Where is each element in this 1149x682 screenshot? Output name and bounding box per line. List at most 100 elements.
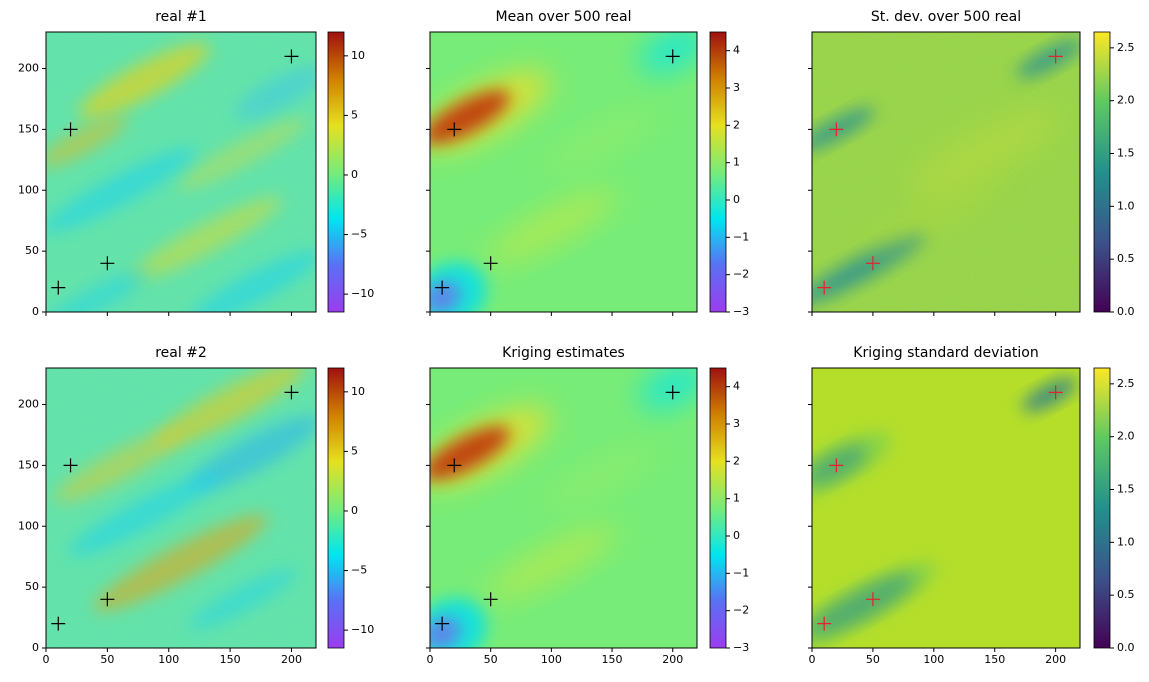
- colorbar-tick-label: 1.0: [1117, 535, 1135, 548]
- colorbar-tick-label: 10: [351, 49, 365, 62]
- data-point: [447, 458, 462, 473]
- field-noise: [46, 368, 316, 648]
- x-tick-label: 50: [484, 653, 498, 666]
- field-blob: [430, 90, 510, 144]
- colorbar-tick-label: 1: [733, 492, 740, 505]
- colorbar-tick-label: −10: [351, 623, 374, 636]
- field-blob: [545, 110, 654, 173]
- image-field: [430, 32, 697, 312]
- y-tick-label: 200: [18, 62, 39, 75]
- panel: Kriging estimates 0 50 100 150 200 −3 −2 −1 0 1 2 3 4: [426, 345, 749, 666]
- data-point: [1048, 385, 1063, 400]
- colorbar-tick-label: −1: [733, 566, 749, 579]
- x-tick-label: 0: [427, 653, 434, 666]
- colorbar-tick-label: 5: [351, 108, 358, 121]
- x-tick-label: 200: [1045, 653, 1066, 666]
- data-point: [100, 592, 115, 607]
- data-point: [435, 616, 450, 631]
- data-point: [63, 458, 78, 473]
- colorbar: [709, 31, 727, 313]
- panel: St. dev. over 500 real 0.0 0.5 1.0 1.5 2.0 2.5: [808, 9, 1135, 318]
- panel-title: real #1: [155, 9, 207, 25]
- colorbar: [709, 367, 727, 649]
- field-base: [430, 32, 697, 312]
- colorbar-tick-label: 4: [733, 44, 740, 57]
- colorbar-tick-label: 4: [733, 380, 740, 393]
- field-base: [430, 368, 697, 648]
- colorbar-tick-label: −2: [733, 268, 749, 281]
- x-tick-label: 50: [866, 653, 880, 666]
- colorbar-tick-label: 3: [733, 417, 740, 430]
- axes-frame: [45, 31, 317, 313]
- data-point: [284, 385, 299, 400]
- field-blob: [486, 189, 617, 265]
- data-point: [284, 49, 299, 64]
- data-point: [483, 256, 498, 271]
- colorbar: [1093, 31, 1111, 313]
- colorbar-tick-label: −1: [733, 230, 749, 243]
- colorbar-tick-label: 0.0: [1117, 641, 1135, 654]
- colorbar-tick-label: 0: [733, 529, 740, 542]
- colorbar-tick-label: 0: [351, 504, 358, 517]
- y-tick-label: 0: [32, 641, 39, 654]
- x-tick-label: 200: [281, 653, 302, 666]
- colorbar-tick-label: 1.5: [1117, 483, 1135, 496]
- y-tick-label: 100: [18, 519, 39, 532]
- colorbar: [327, 367, 345, 649]
- colorbar-tick-label: −3: [733, 305, 749, 318]
- field-noise: [812, 32, 1080, 312]
- x-tick-label: 150: [984, 653, 1005, 666]
- field-blob: [486, 525, 617, 601]
- axes-frame: [811, 367, 1081, 649]
- data-point: [63, 122, 78, 137]
- image-field: [46, 368, 316, 648]
- x-tick-label: 100: [541, 653, 562, 666]
- data-point: [865, 592, 880, 607]
- x-tick-label: 0: [809, 653, 816, 666]
- field-blob: [430, 426, 510, 480]
- image-field: [812, 32, 1080, 312]
- colorbar: [327, 31, 345, 313]
- x-tick-label: 150: [602, 653, 623, 666]
- data-point: [435, 280, 450, 295]
- colorbar-tick-label: 2.0: [1117, 430, 1135, 443]
- axes-frame: [429, 31, 698, 313]
- colorbar-tick-label: 1.5: [1117, 147, 1135, 160]
- y-tick-label: 100: [18, 183, 39, 196]
- axes-frame: [45, 367, 317, 649]
- field-blob: [812, 561, 937, 648]
- panel: real #1 0 50 100 150 200 −10 −5 0 5 10: [18, 9, 374, 318]
- data-point: [865, 256, 880, 271]
- y-tick-label: 0: [32, 305, 39, 318]
- y-tick-label: 50: [25, 580, 39, 593]
- colorbar-tick-label: −3: [733, 641, 749, 654]
- data-point: [829, 122, 844, 137]
- data-point: [829, 458, 844, 473]
- field-noise: [46, 32, 316, 312]
- colorbar-tick-label: −2: [733, 604, 749, 617]
- panel-title: St. dev. over 500 real: [871, 9, 1021, 25]
- panel-title: real #2: [155, 345, 207, 361]
- data-point: [817, 280, 832, 295]
- data-point: [817, 616, 832, 631]
- x-tick-label: 150: [220, 653, 241, 666]
- field-blob: [430, 617, 461, 648]
- data-point: [483, 592, 498, 607]
- data-point: [665, 49, 680, 64]
- panel-title: Kriging estimates: [502, 345, 625, 361]
- panel: Mean over 500 real −3 −2 −1 0 1 2 3 4: [426, 9, 749, 318]
- x-tick-label: 100: [158, 653, 179, 666]
- y-tick-label: 150: [18, 458, 39, 471]
- colorbar-tick-label: 2.0: [1117, 94, 1135, 107]
- colorbar-tick-label: −5: [351, 564, 367, 577]
- x-tick-label: 200: [662, 653, 683, 666]
- colorbar-tick-label: 1: [733, 156, 740, 169]
- axes-frame: [429, 367, 698, 649]
- field-blob: [430, 281, 461, 312]
- field-blob: [1022, 378, 1077, 412]
- data-point: [665, 385, 680, 400]
- image-field: [46, 32, 316, 312]
- axes-frame: [811, 31, 1081, 313]
- colorbar-tick-label: 10: [351, 385, 365, 398]
